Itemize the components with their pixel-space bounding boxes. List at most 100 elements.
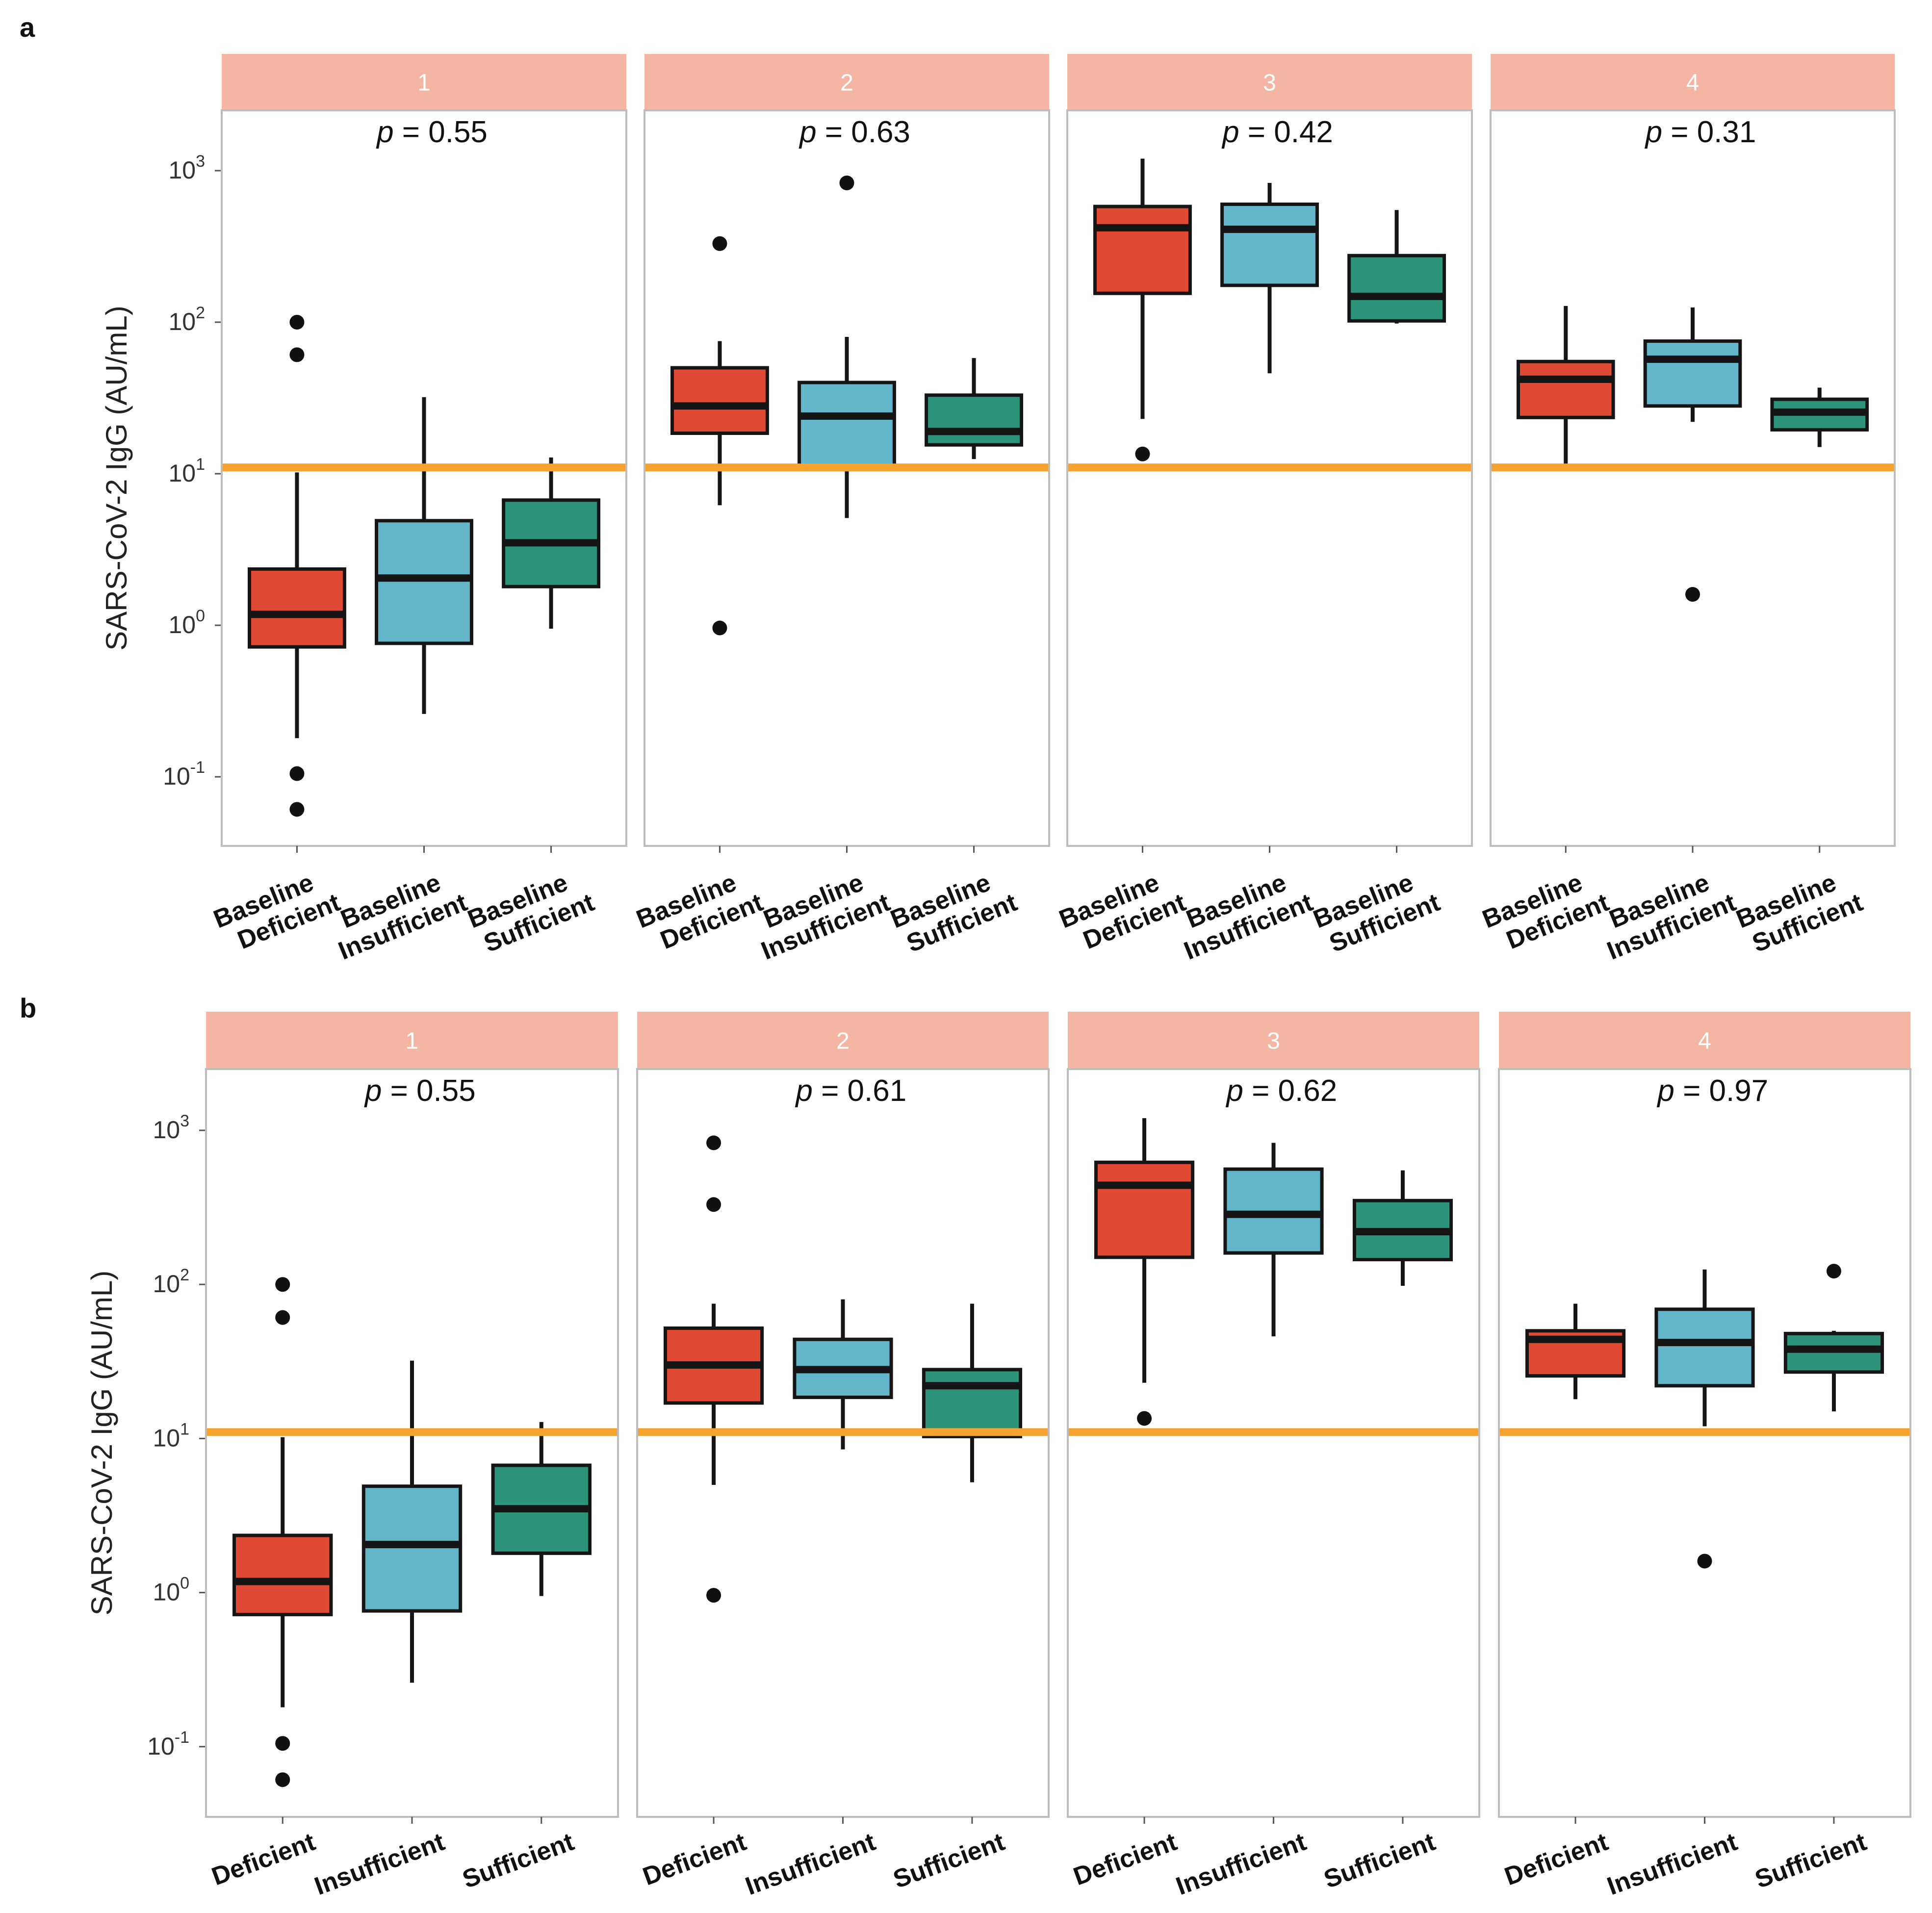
facet-strip-label: 2	[840, 70, 853, 96]
box-body	[1643, 339, 1742, 408]
box-body	[1516, 359, 1615, 419]
facet-4: 4 p = 0.31 BaselineDeficientBaselineInsuff…	[1478, 54, 1896, 966]
chart-panel-b: b SARS-CoV-2 IgG (AU/mL) 10-1 100 101 102 103 1…	[20, 993, 1911, 1901]
box-0	[1525, 1303, 1626, 1400]
outlier-point	[289, 347, 305, 362]
p-value-label: p = 0.42	[1221, 115, 1333, 149]
facet-strip	[1067, 54, 1472, 110]
box-2	[502, 457, 600, 629]
box-2	[491, 1422, 592, 1596]
x-tick-label: BaselineDeficient	[209, 862, 344, 960]
outlier-point	[839, 175, 854, 190]
p-value-label: p = 0.97	[1656, 1074, 1768, 1108]
facet-panel	[1498, 1068, 1911, 1818]
box-0	[663, 1135, 764, 1603]
facet-strip	[1491, 54, 1895, 110]
y-axis-label: SARS-CoV-2 IgG (AU/mL)	[100, 306, 133, 651]
box-2	[922, 1303, 1023, 1482]
outlier-point	[289, 766, 305, 781]
outlier-point	[275, 1736, 290, 1751]
p-value-label: p = 0.55	[364, 1074, 476, 1108]
box-2	[1770, 387, 1869, 447]
outlier-point	[1826, 1264, 1841, 1279]
outlier-point	[289, 802, 305, 817]
facet-strip-label: 4	[1686, 70, 1700, 96]
box-0	[1093, 158, 1192, 461]
facet-3: 3 p = 0.42 BaselineDeficientBaselineInsuff…	[1055, 54, 1473, 966]
outlier-point	[289, 315, 305, 330]
box-2	[925, 358, 1023, 459]
facet-strip-label: 3	[1267, 1028, 1280, 1054]
x-tick-label: Deficient	[208, 1828, 319, 1891]
box-body	[925, 393, 1023, 447]
box-1	[375, 397, 473, 714]
outlier-point	[1697, 1554, 1712, 1569]
p-value-label: p = 0.61	[795, 1074, 906, 1108]
outlier-point	[706, 1588, 721, 1603]
y-tick-label: 10-1	[147, 1728, 189, 1760]
box-0	[248, 315, 346, 817]
facet-1: 1 p = 0.55 BaselineDeficientBaselineInsuff…	[209, 54, 627, 966]
box-body	[922, 1368, 1023, 1438]
box-body	[232, 1533, 333, 1616]
y-tick-label: 10-1	[163, 758, 205, 790]
y-tick-label: 102	[153, 1266, 189, 1298]
box-body	[248, 567, 346, 649]
x-tick-label: BaselineSufficient	[1310, 862, 1444, 960]
x-tick-label: Sufficient	[1752, 1828, 1870, 1894]
outlier-point	[1135, 446, 1150, 461]
box-body	[798, 381, 896, 468]
box-0	[670, 236, 769, 636]
box-body	[361, 1484, 463, 1613]
x-tick-label: Insufficient	[311, 1828, 448, 1901]
outlier-point	[1137, 1411, 1152, 1426]
x-tick-label: Insufficient	[1603, 1828, 1741, 1901]
outlier-point	[712, 236, 727, 251]
x-tick-label: BaselineSufficient	[887, 862, 1021, 960]
y-axis-label: SARS-CoV-2 IgG (AU/mL)	[85, 1271, 118, 1616]
x-tick-label: BaselineInsufficient	[1169, 862, 1317, 965]
outlier-point	[275, 1310, 290, 1325]
box-2	[1783, 1264, 1884, 1412]
facet-strip	[206, 1012, 618, 1069]
box-body	[375, 519, 473, 645]
panel-letter: a	[20, 12, 35, 43]
y-tick-label: 103	[153, 1112, 189, 1144]
box-2	[1352, 1170, 1453, 1286]
box-1	[1643, 307, 1742, 602]
x-tick-label: Sufficient	[1320, 1828, 1439, 1894]
x-tick-label: BaselineDeficient	[1478, 862, 1613, 960]
facet-strip-label: 4	[1698, 1028, 1711, 1054]
outlier-point	[275, 1277, 290, 1292]
x-tick-label: BaselineDeficient	[632, 862, 767, 960]
p-value-label: p = 0.62	[1225, 1074, 1337, 1108]
outlier-point	[275, 1772, 290, 1787]
x-tick-label: BaselineInsufficient	[747, 862, 894, 965]
outlier-point	[706, 1135, 721, 1150]
facet-2: 2 p = 0.63 BaselineDeficientBaselineInsuff…	[632, 54, 1050, 966]
box-1	[798, 175, 896, 518]
x-tick-label: Insufficient	[742, 1828, 879, 1901]
x-tick-label: Deficient	[1501, 1828, 1612, 1891]
facet-strip	[637, 1012, 1049, 1069]
facet-strip-label: 1	[406, 1028, 419, 1054]
y-tick-label: 100	[168, 607, 205, 638]
facet-strip-label: 2	[836, 1028, 850, 1054]
y-tick-label: 102	[168, 304, 205, 335]
x-tick-label: Sufficient	[459, 1828, 577, 1894]
x-tick-label: Insufficient	[1172, 1828, 1310, 1901]
x-tick-label: BaselineSufficient	[1732, 862, 1867, 960]
y-tick-label: 101	[168, 455, 205, 487]
y-tick-label: 100	[153, 1574, 189, 1606]
x-tick-label: Sufficient	[890, 1828, 1008, 1894]
facet-strip	[1068, 1012, 1479, 1069]
x-tick-label: BaselineInsufficient	[1593, 862, 1740, 965]
box-0	[1516, 306, 1615, 465]
p-value-label: p = 0.63	[799, 115, 910, 149]
p-value-label: p = 0.55	[376, 115, 488, 149]
